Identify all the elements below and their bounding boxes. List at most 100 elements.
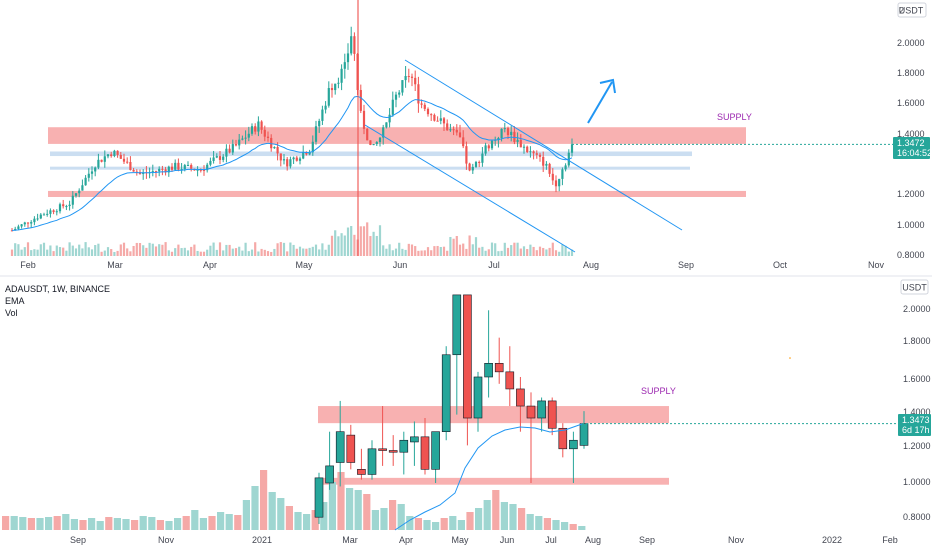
daily-volume-bar <box>273 248 276 256</box>
daily-volume-bar <box>58 247 62 256</box>
weekly-candle-body <box>452 294 462 356</box>
daily-volume-bar <box>510 245 513 256</box>
top-time-axis[interactable]: Feb Mar Apr May Jun Jul Aug Sep Oct Nov <box>20 260 884 270</box>
weekly-volume-bar <box>380 508 388 530</box>
daily-volume-bar <box>94 245 97 256</box>
daily-candle-body <box>65 206 68 208</box>
bottom-price-tick: 0.8000 <box>903 512 931 522</box>
daily-candle-body <box>42 214 46 216</box>
weekly-volume-bar <box>19 517 27 530</box>
daily-volume-bar <box>503 242 506 256</box>
weekly-volume-bar <box>526 514 534 530</box>
daily-volume-bar <box>26 242 30 256</box>
daily-candle-body <box>87 173 90 178</box>
vol-legend[interactable]: Vol <box>5 308 18 318</box>
bottom-time-tick: May <box>451 535 469 545</box>
weekly-candle-body <box>410 436 419 443</box>
daily-candle-body <box>119 154 122 159</box>
daily-candle-body <box>222 156 225 160</box>
daily-candle-body <box>545 163 548 166</box>
daily-volume-bar <box>519 248 522 256</box>
daily-candle-body <box>113 150 116 157</box>
daily-volume-bar <box>404 249 407 256</box>
daily-volume-bar <box>289 242 292 256</box>
daily-volume-bar <box>164 242 167 256</box>
weekly-volume-bar <box>578 526 586 530</box>
daily-candle-body <box>174 162 177 170</box>
top-price-axis[interactable]: USDT 2 2.0000 1.8000 1.6000 1.4000 1.200… <box>893 2 932 260</box>
top-unit-badge[interactable] <box>897 2 927 18</box>
daily-volume-bar <box>337 236 340 256</box>
daily-volume-bar <box>81 248 84 256</box>
daily-candle-body <box>74 193 78 196</box>
daily-volume-bar <box>33 249 36 256</box>
daily-candle-body <box>190 164 193 169</box>
daily-volume-bar <box>186 250 190 256</box>
daily-volume-bar <box>292 244 295 256</box>
daily-candle-body <box>292 157 295 160</box>
weekly-candle-body <box>335 431 345 463</box>
symbol-legend[interactable]: ADAUSDT, 1W, BINANCE <box>5 284 110 294</box>
daily-volume-bar <box>398 242 401 256</box>
top-last-price: 1.3472 <box>897 138 925 148</box>
bottom-price-tick: 1.0000 <box>903 477 931 487</box>
daily-volume-bar <box>318 249 321 256</box>
daily-volume-bar <box>97 243 100 256</box>
daily-volume-bar <box>78 244 81 256</box>
daily-candle-body <box>305 152 308 155</box>
top-price-tick: 1.2000 <box>897 189 925 199</box>
daily-volume-bar <box>174 248 177 256</box>
bottom-unit-badge[interactable] <box>900 279 929 295</box>
daily-volume-bar <box>62 247 65 256</box>
weekly-candle-body <box>484 362 493 378</box>
weekly-volume-bar <box>483 500 491 530</box>
daily-candle-body <box>186 164 190 166</box>
bottom-last-price: 1.3473 <box>902 415 930 425</box>
daily-candle-body <box>39 214 42 219</box>
top-time-tick: Apr <box>203 260 217 270</box>
daily-volume-bar <box>481 246 484 256</box>
bottom-time-axis[interactable]: Sep Nov 2021 Mar Apr May Jun Jul Aug Sep… <box>70 535 898 545</box>
daily-volume-bar <box>423 250 426 256</box>
daily-candle-body <box>564 165 567 170</box>
ema-legend[interactable]: EMA <box>5 296 25 306</box>
daily-candle-body <box>318 120 321 127</box>
daily-candle-body <box>158 168 161 172</box>
daily-volume-bar <box>394 248 398 256</box>
weekly-candle-body <box>357 469 366 475</box>
weekly-volume-bar <box>500 502 508 530</box>
weekly-volume-bar <box>62 514 70 530</box>
weekly-volume-bar <box>354 490 362 530</box>
daily-candle-body <box>177 162 180 170</box>
bottom-legend: ADAUSDT, 1W, BINANCE EMA Vol <box>5 284 110 318</box>
daily-candle-body <box>554 180 558 187</box>
daily-volume-bar <box>513 242 516 256</box>
weekly-candle-body <box>473 376 483 419</box>
daily-volume-bar <box>462 243 465 256</box>
daily-volume-bar <box>241 250 244 256</box>
daily-volume-bar <box>468 235 471 256</box>
daily-volume-bar <box>151 243 154 256</box>
daily-candle-body <box>180 169 183 171</box>
daily-candle-body <box>388 114 391 123</box>
daily-volume-bar <box>420 250 423 256</box>
bottom-price-axis[interactable]: USDT 2.0000 1.8000 1.6000 1.4000 1.2000 … <box>898 279 931 522</box>
daily-volume-bar <box>359 226 362 256</box>
daily-candle-body <box>446 123 449 131</box>
daily-volume-bar <box>263 249 266 256</box>
daily-volume-bar <box>257 251 260 256</box>
daily-candle-body <box>238 139 241 146</box>
daily-volume-bar <box>340 233 343 256</box>
daily-candle-body <box>458 132 462 138</box>
daily-candle-body <box>30 222 33 224</box>
weekly-volume-bar <box>466 512 474 530</box>
daily-volume-bar <box>302 248 305 256</box>
daily-volume-bar <box>42 242 46 256</box>
weekly-candle-body <box>558 427 568 450</box>
weekly-candle-body <box>399 439 409 453</box>
daily-candle-body <box>439 118 442 121</box>
daily-volume-bar <box>532 246 535 256</box>
daily-volume-bar <box>52 251 55 256</box>
daily-candle-body <box>308 152 311 155</box>
daily-volume-bar <box>279 242 282 256</box>
